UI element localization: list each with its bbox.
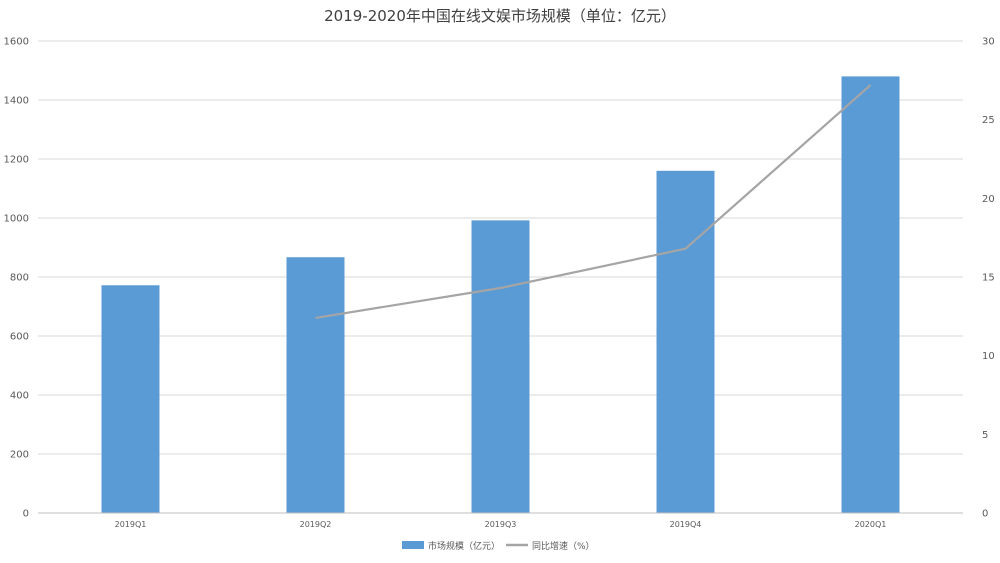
bar-series [101,76,900,514]
line-series [315,84,872,319]
y-tick-label-left: 200 [10,450,29,461]
legend-swatch-bar [402,541,424,549]
growth-rate-line [315,84,872,319]
legend-label-line: 同比增速（%） [532,540,595,552]
x-tick-label: 2019Q4 [670,520,702,529]
y-tick-label-right: 20 [982,194,995,205]
y-tick-label-left: 400 [10,391,29,402]
y-tick-label-right: 5 [982,430,988,441]
chart-title: 2019-2020年中国在线文娱市场规模（单位：亿元） [324,7,676,25]
bar [286,257,345,513]
y-tick-label-right: 15 [982,273,995,284]
y-tick-label-right: 10 [982,351,995,362]
x-tick-label: 2019Q2 [300,520,332,529]
x-tick-label: 2020Q1 [855,520,887,529]
bar [101,285,160,513]
y-axis-right: 0 5 10 15 20 25 30 [982,37,995,520]
x-tick-label: 2019Q1 [115,520,147,529]
y-tick-label-right: 30 [982,37,995,48]
legend: 市场规模（亿元） 同比增速（%） [402,540,595,552]
x-tick-label: 2019Q3 [485,520,517,529]
bar [656,170,715,514]
y-tick-label-left: 800 [10,273,29,284]
bar [841,76,900,514]
y-tick-label-left: 1600 [4,37,29,48]
x-axis: 2019Q1 2019Q2 2019Q3 2019Q4 2020Q1 [38,512,963,529]
y-tick-label-left: 1400 [4,96,29,107]
y-tick-label-right: 25 [982,115,995,126]
legend-label-bar: 市场规模（亿元） [428,540,500,552]
y-tick-label-right: 0 [982,509,988,520]
y-tick-label-left: 1000 [4,214,29,225]
y-tick-label-left: 600 [10,332,29,343]
y-tick-label-left: 0 [23,509,29,520]
y-axis-left: 0 200 400 600 800 1000 1200 1400 1600 [4,37,29,520]
y-tick-label-left: 1200 [4,155,29,166]
bar [471,220,530,514]
